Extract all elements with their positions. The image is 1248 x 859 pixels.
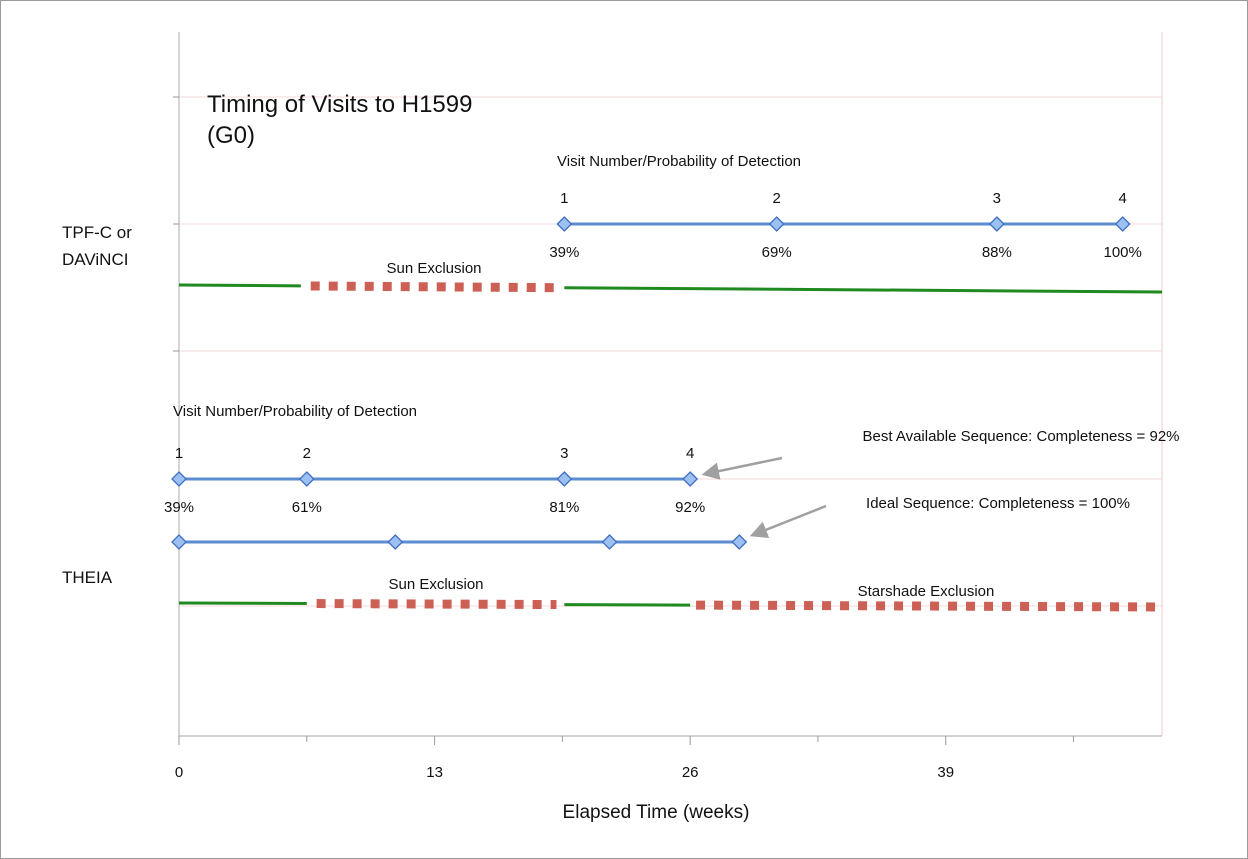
visit-marker xyxy=(171,471,187,487)
visit-marker xyxy=(731,534,748,550)
visit-number-label: 4 xyxy=(1119,190,1127,207)
x-tick-label: 39 xyxy=(937,764,954,781)
visit-marker xyxy=(682,471,699,487)
probability-label: 100% xyxy=(1103,244,1141,261)
x-tick-label: 13 xyxy=(426,764,443,781)
visit-marker xyxy=(988,216,1005,232)
probability-label: 39% xyxy=(164,499,194,516)
probability-label: 39% xyxy=(549,244,579,261)
available-segment xyxy=(178,601,307,606)
annotation-arrow xyxy=(701,456,783,480)
annotation-arrow xyxy=(749,504,827,538)
available-segment xyxy=(564,603,691,607)
visit-number-label: 4 xyxy=(686,445,694,462)
visit-marker xyxy=(1114,216,1131,232)
x-tick-label: 26 xyxy=(682,764,699,781)
visit-marker xyxy=(171,534,187,550)
row-label: TPF-C or xyxy=(62,223,132,242)
exclusion-label: Sun Exclusion xyxy=(388,576,483,593)
probability-label: 81% xyxy=(549,499,579,516)
visit-marker xyxy=(768,216,785,232)
exclusion-segment xyxy=(316,599,557,610)
probability-label: 88% xyxy=(982,244,1012,261)
x-axis-title: Elapsed Time (weeks) xyxy=(563,802,750,823)
chart-title-line-2: (G0) xyxy=(207,122,255,149)
visit-marker xyxy=(556,216,573,232)
visit-number-label: 3 xyxy=(993,190,1001,207)
visit-number-label: 1 xyxy=(560,190,568,207)
exclusion-label: Sun Exclusion xyxy=(386,260,481,277)
sequence-annotation: Best Available Sequence: Completeness = … xyxy=(862,428,1179,445)
visit-number-label: 2 xyxy=(772,190,780,207)
grid-layer xyxy=(179,96,1162,607)
row-label: DAViNCI xyxy=(62,250,128,269)
axis-layer xyxy=(173,32,1163,737)
visit-marker xyxy=(387,534,404,550)
availability-layer: Sun Exclusion Sun Exclusion Starshade Excl… xyxy=(178,260,1163,612)
chart-title: Timing of Visits to H1599 (G0) xyxy=(207,91,472,149)
sequence-annotation: Ideal Sequence: Completeness = 100% xyxy=(866,495,1130,512)
x-tick-layer: 0 13 26 39 xyxy=(175,736,1075,781)
available-segment xyxy=(178,283,301,288)
visit-header-label: Visit Number/Probability of Detection xyxy=(557,153,801,170)
exclusion-label: Starshade Exclusion xyxy=(858,583,995,600)
probability-label: 69% xyxy=(762,244,792,261)
row-labels: TPF-C or DAViNCI THEIA xyxy=(62,223,132,587)
chart-title-line-1: Timing of Visits to H1599 xyxy=(207,91,472,118)
visit-marker xyxy=(601,534,618,550)
x-tick-label: 0 xyxy=(175,764,183,781)
visit-marker xyxy=(556,471,573,487)
visit-number-label: 1 xyxy=(175,445,183,462)
probability-label: 61% xyxy=(292,499,322,516)
exclusion-segment xyxy=(310,281,557,293)
row-label: THEIA xyxy=(62,568,113,587)
visit-number-label: 2 xyxy=(303,445,311,462)
series-layer: 1 39% 2 69% 3 88% 4 100% 1 39% 2 61% 3 81% 4 92% xyxy=(164,190,1142,550)
annotation-layer: Visit Number/Probability of Detection Vis… xyxy=(173,153,1180,538)
available-segment xyxy=(564,286,1163,294)
exclusion-segment xyxy=(696,600,1163,612)
probability-label: 92% xyxy=(675,499,705,516)
visit-header-label: Visit Number/Probability of Detection xyxy=(173,403,417,420)
visit-marker xyxy=(298,471,315,487)
visit-number-label: 3 xyxy=(560,445,568,462)
